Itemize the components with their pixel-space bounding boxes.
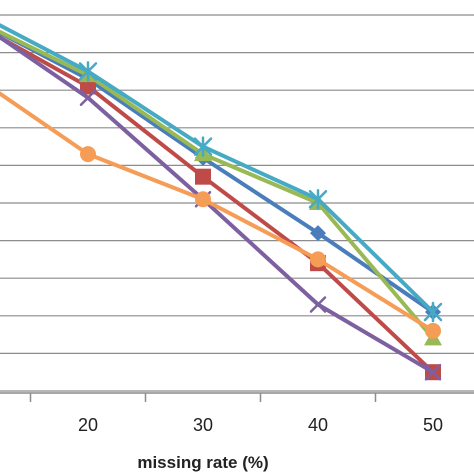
x-tick-label: 40: [308, 415, 328, 435]
x-ticks: 20 30 40 50: [29, 393, 443, 435]
series-group: [0, 23, 443, 381]
data-point: [310, 225, 326, 242]
x-tick-label: 30: [193, 415, 213, 435]
data-point: [310, 251, 326, 268]
series-5: [0, 23, 443, 323]
data-point: [195, 191, 211, 208]
data-point: [80, 78, 96, 95]
series-6: [0, 91, 441, 339]
data-point: [78, 61, 98, 82]
series-line: [0, 35, 435, 374]
series-2: [0, 35, 441, 381]
data-point: [195, 168, 211, 185]
data-point: [424, 363, 442, 381]
data-point: [425, 322, 441, 339]
x-tick-label: 20: [78, 415, 98, 435]
data-point: [309, 296, 327, 313]
data-point: [79, 89, 97, 106]
x-tick-label: 50: [423, 415, 443, 435]
x-axis-title: missing rate (%): [137, 453, 268, 472]
data-point: [193, 136, 213, 157]
data-point: [423, 301, 443, 323]
data-point: [80, 146, 96, 163]
data-point: [308, 188, 328, 210]
